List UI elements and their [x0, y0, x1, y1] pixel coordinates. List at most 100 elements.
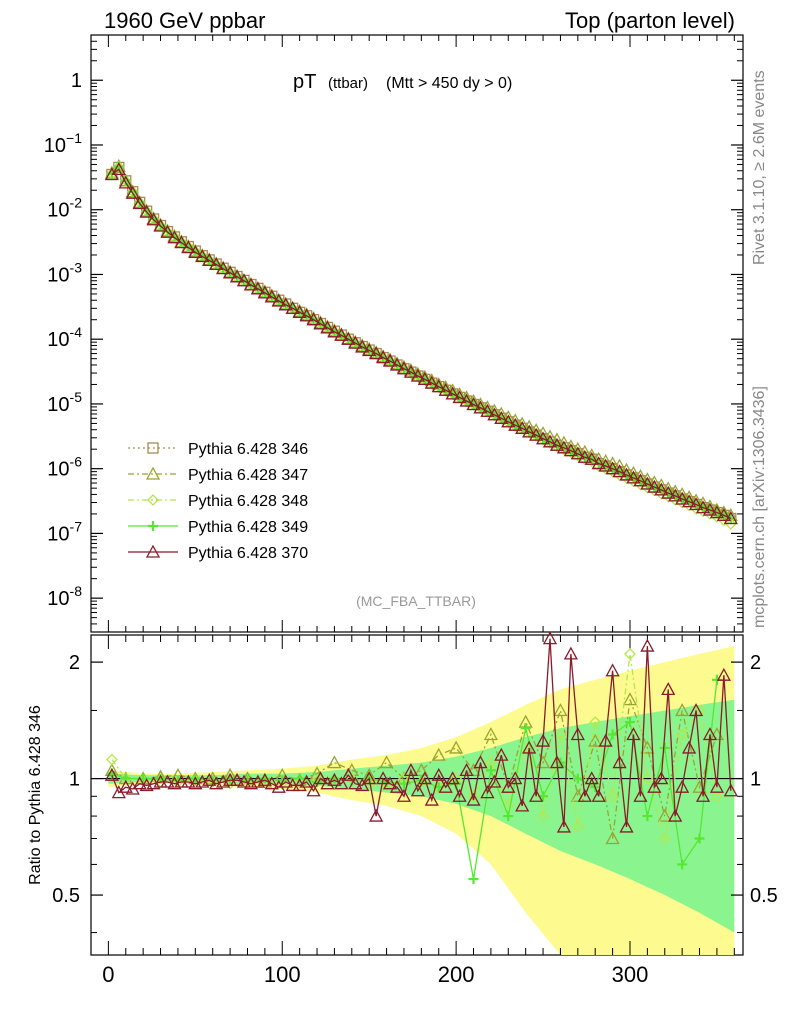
ratio-data-point [661, 682, 676, 696]
ratio-data-point [659, 742, 670, 753]
ratio-data-point [554, 728, 567, 741]
ratio-data-point [257, 772, 272, 786]
data-point [216, 261, 231, 275]
ratio-data-point [605, 831, 620, 845]
data-point [591, 456, 606, 470]
data-point [250, 281, 266, 295]
ratio-data-point [716, 667, 731, 681]
legend-marker [148, 521, 158, 531]
ratio-data-point [449, 740, 464, 754]
y-tick-label: 10-2 [47, 195, 82, 222]
data-point [369, 346, 384, 360]
data-point [389, 357, 405, 371]
ratio-data-point [647, 779, 662, 793]
data-point [682, 494, 697, 508]
y-tick-label: 10-7 [47, 518, 82, 545]
data-point [522, 424, 537, 438]
plot-title-main: pT [293, 71, 316, 93]
data-point [431, 379, 446, 393]
ratio-data-point [501, 779, 516, 793]
ratio-data-point [355, 778, 370, 792]
data-point [466, 397, 481, 411]
data-point [355, 339, 370, 353]
data-point [292, 304, 307, 318]
ratio-data-point [341, 767, 356, 781]
ratio-data-point [641, 772, 654, 785]
ratio-data-point [410, 783, 425, 797]
data-point [118, 175, 133, 189]
data-point [647, 479, 662, 493]
data-point [190, 246, 201, 257]
plot-title-cut: (Mtt > 450 dy > 0) [386, 75, 512, 92]
ratio-data-point [132, 776, 147, 790]
ratio-data-point [480, 785, 495, 799]
data-point [160, 224, 175, 238]
data-point [132, 196, 147, 210]
data-point [278, 297, 293, 311]
ratio-series-line [111, 638, 732, 827]
ratio-data-point [467, 790, 480, 803]
legend-label: Pythia 6.428 370 [188, 545, 308, 562]
ratio-data-point [588, 733, 603, 747]
ratio-data-point [508, 771, 523, 785]
data-point [535, 431, 551, 445]
ratio-data-point [264, 776, 279, 790]
data-point [501, 414, 516, 428]
ratio-data-point [695, 788, 711, 802]
ratio-data-point [369, 808, 384, 822]
ratio-data-point [612, 755, 627, 769]
data-point [209, 257, 224, 271]
ratio-data-point [676, 728, 689, 741]
y-tick-label: 10−1 [44, 130, 82, 157]
ratio-data-point [642, 811, 653, 822]
ratio-data-point [320, 776, 335, 790]
ratio-data-point [675, 703, 690, 717]
data-point [445, 386, 460, 400]
data-point [202, 253, 217, 267]
data-point [306, 312, 321, 326]
ratio-data-point [571, 821, 584, 833]
data-point [153, 218, 168, 232]
legend-marker [147, 494, 159, 506]
ratio-y-tick-label-right: 1 [750, 769, 761, 791]
ratio-data-point [520, 723, 531, 734]
main-panel: 1 10−1 10-2 10-3 10-4 10-5 10-6 10-7 10-8 pT (tt… [44, 34, 744, 633]
ratio-data-point [417, 771, 432, 785]
ratio-data-point [376, 771, 391, 785]
ratio-data-point [668, 808, 683, 822]
data-point [396, 361, 412, 375]
ratio-data-point [640, 638, 655, 652]
legend-label: Pythia 6.428 348 [188, 493, 308, 510]
ratio-data-point [459, 763, 474, 777]
data-point [480, 403, 495, 417]
ratio-data-point [619, 819, 634, 833]
ratio-data-point [334, 776, 349, 790]
data-point [438, 382, 453, 396]
data-point [125, 185, 140, 199]
ratio-data-point [522, 740, 537, 754]
data-point [424, 375, 439, 389]
ratio-data-point [236, 774, 252, 788]
data-point [327, 324, 342, 338]
data-point [494, 410, 509, 424]
data-point [640, 476, 655, 490]
ratio-data-point [487, 774, 502, 788]
data-point [598, 458, 613, 472]
mcplots-label: mcplots.cern.ch [arXiv:1306.3436] [751, 386, 768, 628]
data-point [473, 400, 488, 414]
legend-label: Pythia 6.428 349 [188, 519, 308, 536]
ratio-data-point [542, 631, 558, 645]
ratio-data-point [515, 798, 530, 812]
ratio-data-point [105, 753, 118, 766]
x-tick-label: 0 [102, 962, 114, 987]
data-point [654, 482, 669, 496]
ratio-data-point [174, 774, 189, 788]
data-point [111, 162, 126, 176]
data-point [264, 289, 279, 303]
ratio-series-group [104, 631, 738, 885]
ratio-data-point [466, 763, 481, 777]
data-point [320, 320, 335, 334]
y-tick-label: 10-3 [47, 259, 82, 286]
ratio-data-point [229, 772, 245, 786]
x-tick-label: 100 [264, 962, 301, 987]
